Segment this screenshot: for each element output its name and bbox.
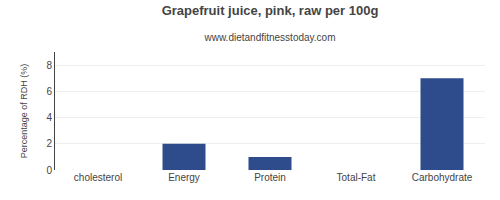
svg-text:6: 6 [46,86,52,97]
svg-text:Energy: Energy [168,172,200,183]
svg-text:www.dietandfitnesstoday.com: www.dietandfitnesstoday.com [204,32,336,43]
svg-text:0: 0 [46,165,52,176]
svg-text:2: 2 [46,138,52,149]
svg-text:Carbohydrate: Carbohydrate [412,172,473,183]
svg-text:Protein: Protein [254,172,286,183]
svg-text:cholesterol: cholesterol [74,172,122,183]
svg-text:Percentage of RDH (%): Percentage of RDH (%) [19,64,29,159]
svg-text:4: 4 [46,112,52,123]
svg-text:Grapefruit juice, pink, raw pe: Grapefruit juice, pink, raw per 100g [162,3,379,18]
svg-text:Total-Fat: Total-Fat [337,172,376,183]
svg-text:8: 8 [46,60,52,71]
